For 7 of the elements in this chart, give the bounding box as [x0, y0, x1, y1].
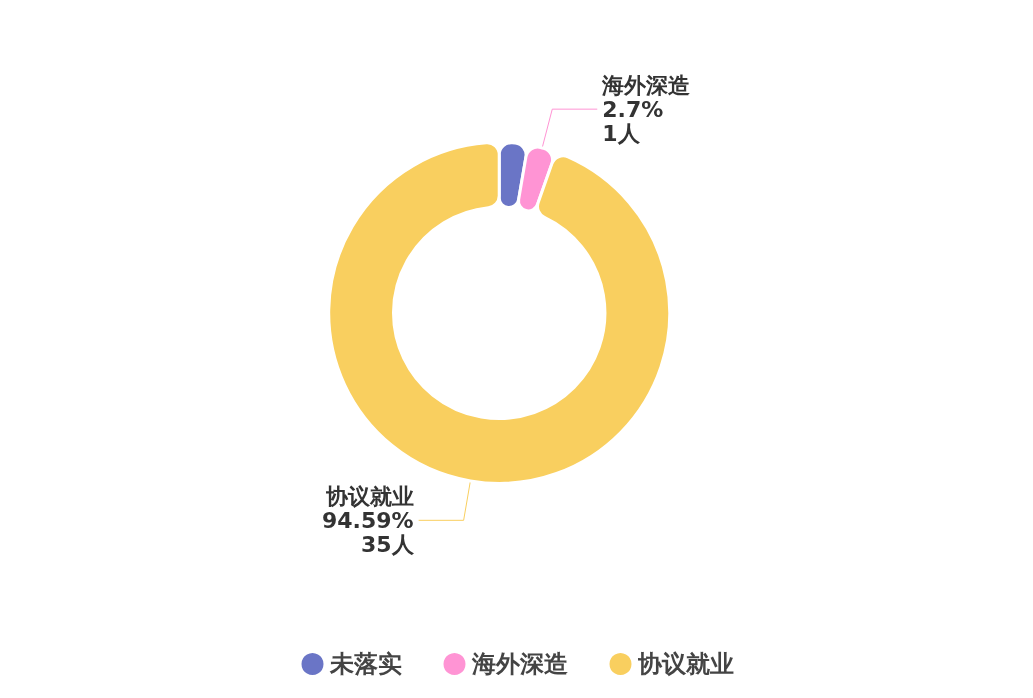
legend-label: 协议就业 [636, 650, 734, 678]
slice-label: 协议就业 [324, 483, 414, 509]
legend-label: 海外深造 [470, 650, 568, 678]
legend-label: 未落实 [328, 650, 402, 678]
data-label: 2.7% 1人 [602, 96, 664, 146]
data-label: 94.59% 35人 [322, 507, 415, 557]
slice-label: 海外深造 [601, 72, 691, 98]
